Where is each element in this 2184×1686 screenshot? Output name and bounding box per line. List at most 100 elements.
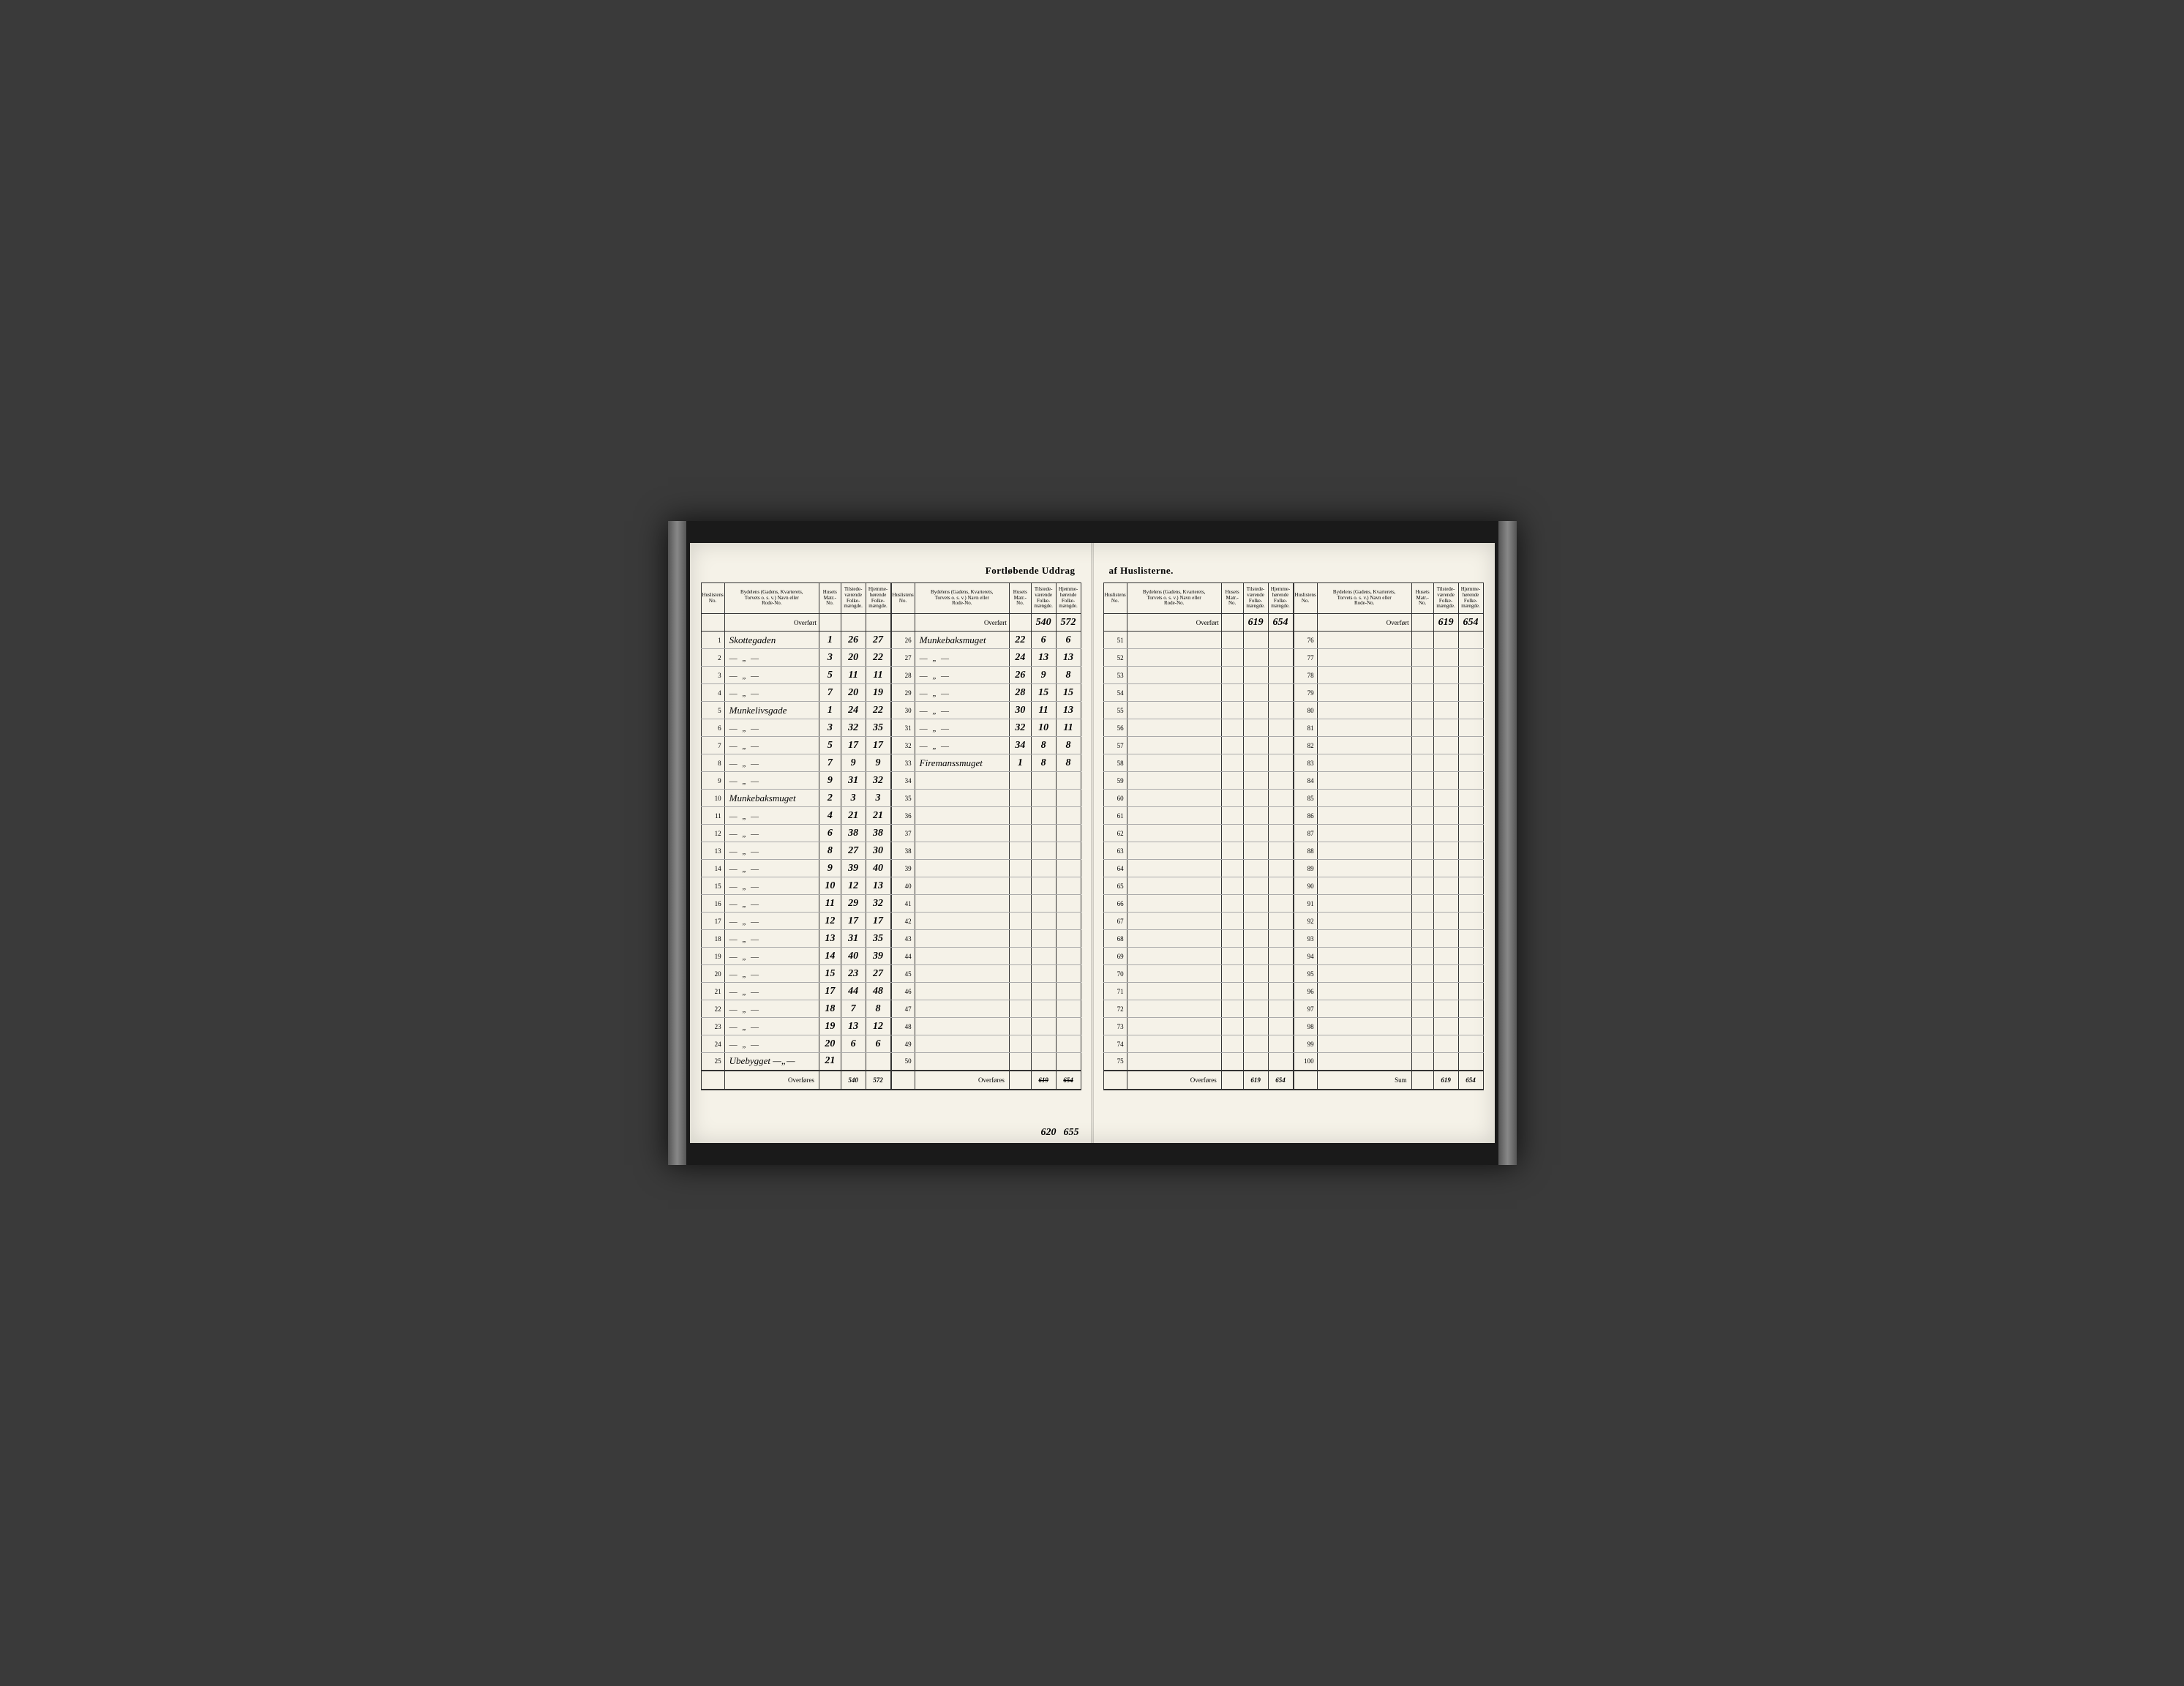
table-row: 59 xyxy=(1103,772,1293,790)
table-row: 74 xyxy=(1103,1035,1293,1053)
table-row: 4— „ —72019 xyxy=(701,684,890,702)
table-row: 58 xyxy=(1103,754,1293,772)
table-row: 38 xyxy=(891,842,1081,860)
table-row: 23— „ —191312 xyxy=(701,1018,890,1035)
table-row: 98 xyxy=(1294,1018,1483,1035)
table-row: 55 xyxy=(1103,702,1293,719)
table-row: 14— „ —93940 xyxy=(701,860,890,877)
table-row: 52 xyxy=(1103,649,1293,667)
table-row: 92 xyxy=(1294,913,1483,930)
table-row: 78 xyxy=(1294,667,1483,684)
table-row: 1Skottegaden12627 xyxy=(701,632,890,649)
table-row: 86 xyxy=(1294,807,1483,825)
table-row: 97 xyxy=(1294,1000,1483,1018)
table-row: 82 xyxy=(1294,737,1483,754)
page-title-left: Fortløbende Uddrag xyxy=(701,565,1081,577)
table-row: 48 xyxy=(891,1018,1081,1035)
table-row: 45 xyxy=(891,965,1081,983)
left-page: Fortløbende Uddrag HuslistensNo.Bydelens… xyxy=(690,543,1092,1143)
table-row: 41 xyxy=(891,895,1081,913)
table-row: 71 xyxy=(1103,983,1293,1000)
table-row: 87 xyxy=(1294,825,1483,842)
table-row: 66 xyxy=(1103,895,1293,913)
table-row: 83 xyxy=(1294,754,1483,772)
table-row: 25Ubebygget —„—21 xyxy=(701,1053,890,1071)
table-row: 16— „ —112932 xyxy=(701,895,890,913)
page-title-right: af Huslisterne. xyxy=(1103,565,1484,577)
correction-values: 620655 xyxy=(1041,1127,1079,1139)
table-row: 61 xyxy=(1103,807,1293,825)
table-row: 57 xyxy=(1103,737,1293,754)
table-row: 5Munkelivsgade12422 xyxy=(701,702,890,719)
table-row: 39 xyxy=(891,860,1081,877)
table-row: 93 xyxy=(1294,930,1483,948)
table-row: 70 xyxy=(1103,965,1293,983)
table-row: 17— „ —121717 xyxy=(701,913,890,930)
ledger-section-2: HuslistensNo.Bydelens (Gadens, Kvarteret… xyxy=(891,582,1081,1090)
right-page: af Huslisterne. HuslistensNo.Bydelens (G… xyxy=(1092,543,1495,1143)
table-row: 64 xyxy=(1103,860,1293,877)
table-row: 28— „ —2698 xyxy=(891,667,1081,684)
table-row: 8— „ —799 xyxy=(701,754,890,772)
table-row: 32— „ —3488 xyxy=(891,737,1081,754)
table-row: 27— „ —241313 xyxy=(891,649,1081,667)
table-row: 77 xyxy=(1294,649,1483,667)
table-row: 31— „ —321011 xyxy=(891,719,1081,737)
table-row: 21— „ —174448 xyxy=(701,983,890,1000)
table-row: 68 xyxy=(1103,930,1293,948)
table-row: 73 xyxy=(1103,1018,1293,1035)
table-row: 19— „ —144039 xyxy=(701,948,890,965)
book-spine xyxy=(1091,543,1094,1143)
table-row: 91 xyxy=(1294,895,1483,913)
table-row: 10Munkebaksmuget233 xyxy=(701,790,890,807)
table-row: 60 xyxy=(1103,790,1293,807)
table-row: 95 xyxy=(1294,965,1483,983)
table-row: 63 xyxy=(1103,842,1293,860)
table-row: 62 xyxy=(1103,825,1293,842)
table-row: 20— „ —152327 xyxy=(701,965,890,983)
table-row: 51 xyxy=(1103,632,1293,649)
table-row: 96 xyxy=(1294,983,1483,1000)
table-row: 13— „ —82730 xyxy=(701,842,890,860)
table-row: 33Firemanssmuget188 xyxy=(891,754,1081,772)
table-row: 44 xyxy=(891,948,1081,965)
table-row: 72 xyxy=(1103,1000,1293,1018)
table-row: 29— „ —281515 xyxy=(891,684,1081,702)
table-row: 43 xyxy=(891,930,1081,948)
table-row: 36 xyxy=(891,807,1081,825)
table-row: 47 xyxy=(891,1000,1081,1018)
table-row: 90 xyxy=(1294,877,1483,895)
table-row: 37 xyxy=(891,825,1081,842)
table-row: 81 xyxy=(1294,719,1483,737)
table-row: 40 xyxy=(891,877,1081,895)
table-row: 7— „ —51717 xyxy=(701,737,890,754)
table-row: 30— „ —301113 xyxy=(891,702,1081,719)
table-row: 34 xyxy=(891,772,1081,790)
table-row: 76 xyxy=(1294,632,1483,649)
table-row: 99 xyxy=(1294,1035,1483,1053)
table-row: 79 xyxy=(1294,684,1483,702)
table-row: 3— „ —51111 xyxy=(701,667,890,684)
table-row: 49 xyxy=(891,1035,1081,1053)
table-row: 26Munkebaksmuget2266 xyxy=(891,632,1081,649)
table-row: 89 xyxy=(1294,860,1483,877)
table-row: 46 xyxy=(891,983,1081,1000)
table-row: 94 xyxy=(1294,948,1483,965)
table-row: 56 xyxy=(1103,719,1293,737)
table-row: 6— „ —33235 xyxy=(701,719,890,737)
table-row: 15— „ —101213 xyxy=(701,877,890,895)
table-row: 42 xyxy=(891,913,1081,930)
photo-frame: Fortløbende Uddrag HuslistensNo.Bydelens… xyxy=(668,521,1517,1165)
table-row: 80 xyxy=(1294,702,1483,719)
table-row: 85 xyxy=(1294,790,1483,807)
ledger-section-1: HuslistensNo.Bydelens (Gadens, Kvarteret… xyxy=(701,582,891,1090)
table-row: 18— „ —133135 xyxy=(701,930,890,948)
ledger-book: Fortløbende Uddrag HuslistensNo.Bydelens… xyxy=(690,543,1495,1143)
table-row: 84 xyxy=(1294,772,1483,790)
table-row: 9— „ —93132 xyxy=(701,772,890,790)
table-row: 75 xyxy=(1103,1053,1293,1071)
table-row: 65 xyxy=(1103,877,1293,895)
table-row: 11— „ —42121 xyxy=(701,807,890,825)
table-row: 54 xyxy=(1103,684,1293,702)
table-row: 2— „ —32022 xyxy=(701,649,890,667)
